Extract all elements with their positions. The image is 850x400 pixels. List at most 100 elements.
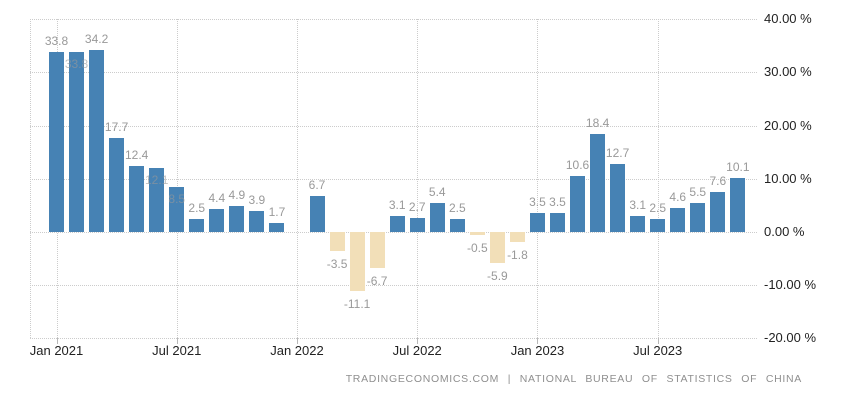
bar-value-label: 7.6 — [709, 173, 727, 188]
x-axis-tick — [537, 338, 539, 344]
bar-value-label: 33.8 — [64, 57, 89, 72]
bar-value-label: 12.1 — [145, 172, 169, 187]
bar-value-label: 2.7 — [408, 199, 426, 214]
bar-aug-2021[interactable] — [189, 218, 205, 232]
bar-jun-2023[interactable] — [630, 215, 646, 232]
bar-jun-2022[interactable] — [389, 215, 405, 232]
x-axis-label: Jul 2021 — [152, 343, 202, 358]
bar-value-label: -11.1 — [343, 297, 371, 311]
bar-sep-2021[interactable] — [209, 208, 225, 232]
bar-value-label: 5.4 — [428, 185, 446, 200]
x-gridline — [296, 19, 298, 338]
x-axis-tick — [296, 338, 298, 344]
bar-jul-2021[interactable] — [169, 186, 185, 232]
bar-value-label: -3.5 — [326, 256, 348, 271]
bar-value-label: 2.5 — [448, 200, 466, 215]
y-axis-label: 20.00 % — [764, 117, 812, 133]
y-axis-label: 0.00 % — [764, 224, 805, 239]
x-gridline — [657, 19, 659, 338]
attribution-link[interactable]: TRADINGECONOMICS.COM | NATIONAL BUREAU O… — [345, 373, 802, 385]
bar-jul-2023[interactable] — [650, 218, 666, 232]
bar-feb-2021[interactable] — [69, 52, 85, 232]
x-axis-tick — [417, 338, 419, 344]
bar-jan-2021[interactable] — [49, 52, 64, 232]
y-axis-label: 10.00 % — [764, 170, 812, 186]
x-axis-label: Jan 2022 — [270, 343, 324, 358]
bar-oct-2022[interactable] — [469, 232, 485, 235]
bar-mar-2021[interactable] — [89, 50, 105, 232]
bar-nov-2021[interactable] — [249, 211, 265, 232]
x-axis-tick — [176, 338, 178, 344]
y-gridline — [30, 125, 757, 127]
y-gridline — [30, 285, 757, 287]
bar-value-label: 8.5 — [168, 191, 186, 206]
plot-left-border — [30, 19, 31, 338]
y-gridline — [30, 178, 757, 180]
bar-value-label: 3.9 — [248, 193, 266, 208]
x-axis-tick — [657, 338, 659, 344]
bar-value-label: 4.6 — [669, 189, 687, 204]
y-axis-label: 30.00 % — [764, 64, 812, 80]
x-axis-tick — [56, 338, 58, 344]
bar-mar-2022[interactable] — [329, 232, 345, 251]
bar-value-label: -6.7 — [366, 273, 388, 288]
y-axis-label: -20.00 % — [764, 330, 817, 346]
bar-jul-2022[interactable] — [409, 217, 425, 232]
bar-nov-2023[interactable] — [730, 178, 746, 232]
bar-value-label: 3.1 — [629, 197, 646, 212]
bar-apr-2023[interactable] — [590, 134, 606, 232]
bar-may-2022[interactable] — [369, 232, 385, 268]
bar-may-2023[interactable] — [610, 164, 626, 232]
bar-mar-2023[interactable] — [570, 175, 586, 232]
bar-value-label: 10.6 — [565, 157, 590, 172]
bar-value-label: -5.9 — [487, 269, 508, 284]
bar-apr-2021[interactable] — [109, 137, 125, 232]
y-gridline — [30, 72, 757, 74]
bar-value-label: -0.5 — [466, 240, 488, 255]
bar-may-2021[interactable] — [129, 166, 145, 232]
bar-nov-2022[interactable] — [489, 232, 505, 264]
bar-dec-2022[interactable] — [509, 232, 525, 242]
bar-feb-2022[interactable] — [309, 196, 325, 232]
y-gridline — [30, 19, 757, 21]
bar-jan-2023[interactable] — [529, 213, 545, 232]
bar-feb-2023[interactable] — [550, 213, 565, 232]
y-gridline — [30, 338, 757, 340]
y-axis-label: 40.00 % — [764, 11, 812, 27]
bar-value-label: 10.1 — [726, 160, 750, 175]
x-axis-label: Jan 2023 — [510, 343, 565, 358]
bar-aug-2022[interactable] — [429, 203, 445, 232]
x-axis-label: Jan 2021 — [29, 343, 84, 358]
bar-jun-2021[interactable] — [149, 167, 165, 232]
bar-value-label: 4.4 — [208, 190, 226, 205]
bar-oct-2023[interactable] — [710, 191, 726, 232]
bar-value-label: 2.5 — [188, 200, 206, 215]
bar-value-label: 6.7 — [308, 178, 326, 193]
bar-value-label: 3.1 — [388, 197, 406, 212]
bar-sep-2022[interactable] — [449, 218, 465, 232]
bar-aug-2023[interactable] — [670, 207, 686, 232]
bar-sep-2023[interactable] — [690, 202, 706, 232]
x-gridline — [417, 19, 419, 338]
x-gridline — [176, 19, 178, 338]
x-axis-label: Jul 2022 — [392, 343, 442, 358]
bar-value-label: 17.7 — [104, 119, 129, 134]
bar-value-label: 3.5 — [549, 195, 566, 210]
bar-dec-2021[interactable] — [269, 222, 285, 232]
bar-value-label: 2.5 — [649, 200, 667, 215]
bar-value-label: -1.8 — [507, 247, 528, 262]
bar-value-label: 12.7 — [605, 146, 630, 161]
bar-value-label: 34.2 — [84, 32, 109, 47]
bar-value-label: 33.8 — [44, 34, 69, 49]
x-axis-label: Jul 2023 — [633, 343, 683, 358]
bar-value-label: 3.5 — [529, 195, 546, 210]
bar-value-label: 4.9 — [228, 187, 246, 202]
bar-value-label: 5.5 — [689, 184, 707, 199]
bar-value-label: 12.4 — [124, 148, 149, 163]
x-gridline — [537, 19, 539, 338]
y-axis-label: -10.00 % — [764, 277, 817, 293]
bar-apr-2022[interactable] — [349, 232, 365, 291]
bar-oct-2021[interactable] — [229, 205, 245, 232]
bar-value-label: 18.4 — [585, 116, 610, 131]
